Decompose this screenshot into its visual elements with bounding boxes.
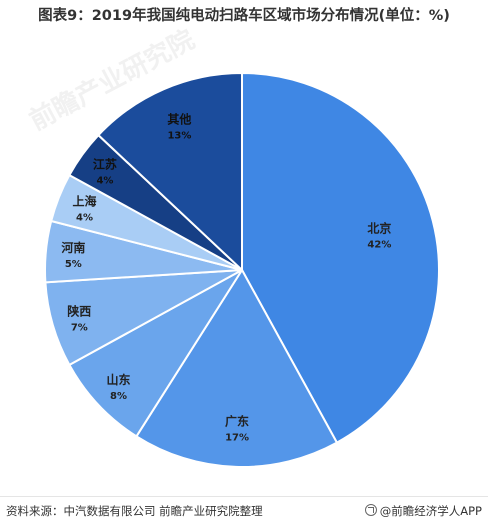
slice-value-label: 42% <box>367 240 391 251</box>
slice-value-label: 4% <box>96 175 113 186</box>
slice-category-label: 河南 <box>60 240 85 255</box>
brand-logo-icon <box>364 504 377 516</box>
slice-category-label: 山东 <box>106 372 130 387</box>
slice-category-label: 北京 <box>367 221 391 236</box>
slice-value-label: 7% <box>71 322 88 333</box>
slice-value-label: 13% <box>167 130 191 141</box>
pie-slice-2 <box>135 268 339 468</box>
slice-category-label: 陕西 <box>67 303 91 318</box>
pie-slice-8 <box>96 71 243 273</box>
slice-value-label: 17% <box>225 433 249 444</box>
brand-text: @前瞻经济学人APP <box>364 503 482 519</box>
pie-slice-3 <box>68 269 243 438</box>
pie-slices <box>44 71 440 468</box>
slice-value-label: 4% <box>76 213 93 224</box>
brand-label: @前瞻经济学人APP <box>379 504 482 518</box>
pie-slice-1 <box>241 71 440 444</box>
slice-category-label: 江苏 <box>93 156 117 171</box>
slice-category-label: 其他 <box>167 111 191 126</box>
slice-value-label: 5% <box>65 259 82 270</box>
slice-category-label: 广东 <box>225 414 249 429</box>
slice-category-label: 上海 <box>72 194 96 209</box>
footer: 资料来源：中汽数据有限公司 前瞻产业研究院整理 @前瞻经济学人APP <box>0 496 488 523</box>
chart-title: 图表9：2019年我国纯电动扫路车区域市场分布情况(单位：%) <box>38 8 450 24</box>
source-text: 资料来源：中汽数据有限公司 前瞻产业研究院整理 <box>6 504 263 518</box>
slice-value-label: 8% <box>110 391 127 402</box>
